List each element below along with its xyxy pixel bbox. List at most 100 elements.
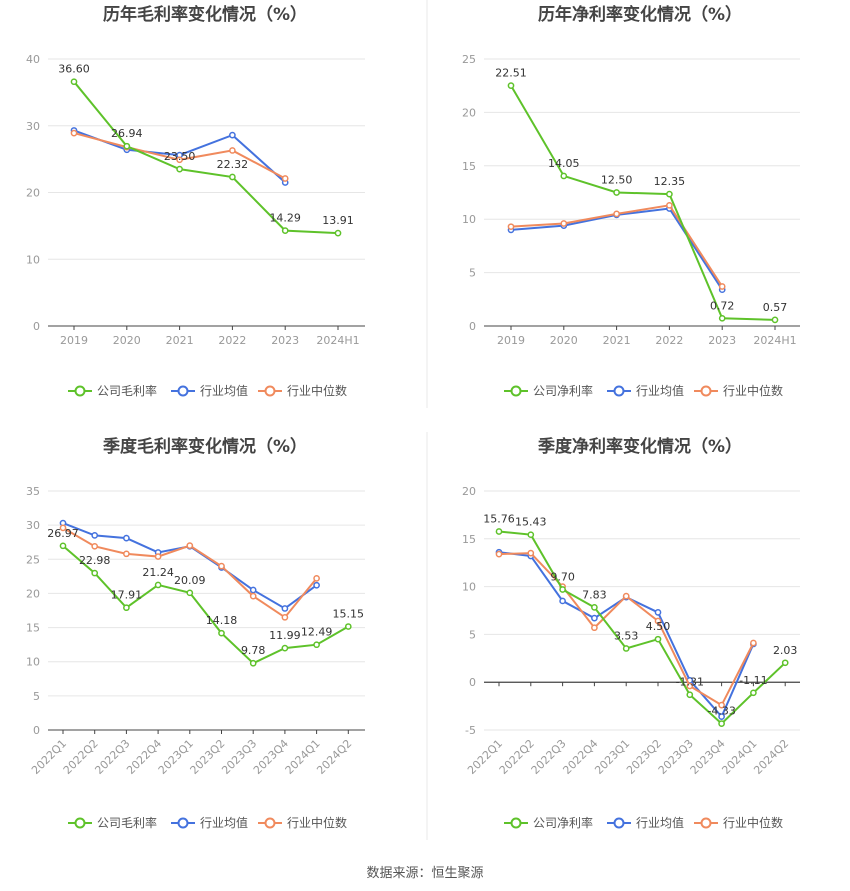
legend-label: 公司净利率 bbox=[533, 815, 593, 830]
data-label: 0.57 bbox=[763, 301, 788, 314]
series-point-3 bbox=[70, 129, 78, 137]
y-tick-label: 30 bbox=[26, 519, 40, 532]
series-point-1 bbox=[686, 691, 694, 699]
y-tick-label: 10 bbox=[26, 253, 40, 266]
chart-panel-2: 历年净利率变化情况（%） 0 5 10 15 20 25 2019 2020 2021 2022 20… bbox=[462, 4, 800, 398]
y-tick-label: 0 bbox=[33, 320, 40, 333]
y-tick-label: 10 bbox=[462, 213, 476, 226]
series-point-1 bbox=[313, 641, 320, 649]
series-point-2 bbox=[718, 713, 725, 720]
series-point-3 bbox=[591, 624, 598, 632]
y-tick-label: 5 bbox=[469, 267, 476, 280]
y-tick-label: -5 bbox=[465, 724, 476, 737]
series-point-1 bbox=[613, 189, 620, 196]
data-label: 3.53 bbox=[614, 629, 639, 642]
x-tick-label: 2019 bbox=[497, 334, 525, 347]
data-label: 11.99 bbox=[269, 629, 301, 642]
series-point-2 bbox=[229, 131, 236, 139]
y-tick-label: 10 bbox=[26, 656, 40, 669]
series-point-3 bbox=[59, 524, 67, 532]
series-point-3 bbox=[718, 283, 726, 290]
y-tick-label: 0 bbox=[469, 676, 476, 689]
series-point-3 bbox=[613, 210, 620, 218]
series-point-1 bbox=[218, 629, 225, 637]
series-point-1 bbox=[344, 623, 352, 630]
series-line-1 bbox=[498, 530, 786, 725]
series-point-3 bbox=[176, 156, 183, 164]
series-point-1 bbox=[123, 604, 130, 612]
series-point-1 bbox=[59, 542, 67, 550]
series-point-2 bbox=[281, 605, 289, 612]
x-tick-label: 2024Q2 bbox=[314, 737, 354, 777]
series-point-1 bbox=[229, 173, 236, 181]
series-point-3 bbox=[527, 549, 535, 557]
data-label: 15.76 bbox=[483, 513, 515, 526]
series-point-1 bbox=[154, 581, 162, 589]
series-point-1 bbox=[495, 528, 503, 535]
legend-marker bbox=[700, 817, 712, 829]
data-label: 26.94 bbox=[111, 127, 143, 140]
chart-panel-4: 季度净利率变化情况（%）-5051015202022Q12022Q22022Q3… bbox=[462, 436, 800, 830]
series-point-3 bbox=[686, 682, 694, 690]
y-tick-label: 15 bbox=[462, 160, 476, 173]
legend-marker bbox=[510, 385, 522, 397]
y-tick-label: 30 bbox=[26, 120, 40, 133]
y-tick-label: 15 bbox=[26, 622, 40, 635]
series-point-1 bbox=[334, 229, 342, 237]
legend-marker bbox=[177, 817, 189, 829]
series-point-3 bbox=[560, 220, 568, 227]
chart-panel-3: 季度毛利率变化情况（%）051015202530352022Q12022Q220… bbox=[26, 436, 365, 830]
series-point-2 bbox=[559, 597, 566, 605]
legend-label: 公司净利率 bbox=[533, 383, 593, 398]
series-point-1 bbox=[186, 589, 194, 597]
series-point-1 bbox=[718, 720, 725, 727]
data-label: 2.03 bbox=[773, 644, 798, 657]
series-point-3 bbox=[229, 147, 236, 154]
data-label: 20.09 bbox=[174, 574, 206, 587]
legend-marker bbox=[74, 817, 86, 829]
x-tick-label: 2020 bbox=[113, 334, 141, 347]
x-tick-label: 2024Q2 bbox=[751, 737, 791, 777]
series-point-3 bbox=[507, 223, 515, 231]
legend-marker bbox=[177, 385, 189, 397]
legend-marker bbox=[700, 385, 712, 397]
series-point-1 bbox=[176, 165, 183, 173]
data-label: 7.83 bbox=[582, 588, 607, 601]
series-point-3 bbox=[281, 613, 289, 621]
data-source: 数据来源：恒生聚源 bbox=[366, 866, 484, 881]
x-tick-label: 2022 bbox=[218, 334, 246, 347]
series-point-3 bbox=[495, 550, 503, 558]
data-label: 12.50 bbox=[601, 174, 633, 187]
data-label: 23.50 bbox=[164, 150, 196, 163]
series-line-2 bbox=[510, 207, 724, 291]
series-point-1 bbox=[654, 635, 662, 643]
y-tick-label: 0 bbox=[33, 724, 40, 737]
series-point-1 bbox=[527, 531, 535, 539]
series-point-1 bbox=[281, 227, 289, 234]
y-tick-label: 40 bbox=[26, 53, 40, 66]
series-point-3 bbox=[750, 639, 757, 647]
x-tick-label: 2024H1 bbox=[753, 334, 796, 347]
series-point-1 bbox=[560, 172, 568, 180]
series-point-1 bbox=[591, 603, 598, 611]
legend-marker bbox=[74, 385, 86, 397]
series-point-1 bbox=[781, 659, 789, 667]
series-point-2 bbox=[591, 614, 598, 622]
chart-panel-1: 历年毛利率变化情况（%） 0 10 20 30 40 2019 2020 2021 2022 202… bbox=[26, 4, 365, 398]
y-tick-label: 0 bbox=[469, 320, 476, 333]
legend-label: 行业中位数 bbox=[287, 383, 347, 398]
data-label: 17.91 bbox=[111, 589, 143, 602]
y-tick-label: 20 bbox=[26, 587, 40, 600]
series-point-1 bbox=[718, 314, 726, 322]
x-tick-label: 2023 bbox=[271, 334, 299, 347]
legend-marker bbox=[613, 385, 625, 397]
data-label: 22.32 bbox=[217, 158, 249, 171]
legend-marker bbox=[264, 385, 276, 397]
data-label: 22.98 bbox=[79, 554, 111, 567]
x-tick-label: 2020 bbox=[550, 334, 578, 347]
data-label: 14.18 bbox=[206, 614, 238, 627]
series-point-1 bbox=[622, 645, 630, 652]
series-point-3 bbox=[123, 550, 130, 558]
series-point-3 bbox=[313, 575, 320, 582]
